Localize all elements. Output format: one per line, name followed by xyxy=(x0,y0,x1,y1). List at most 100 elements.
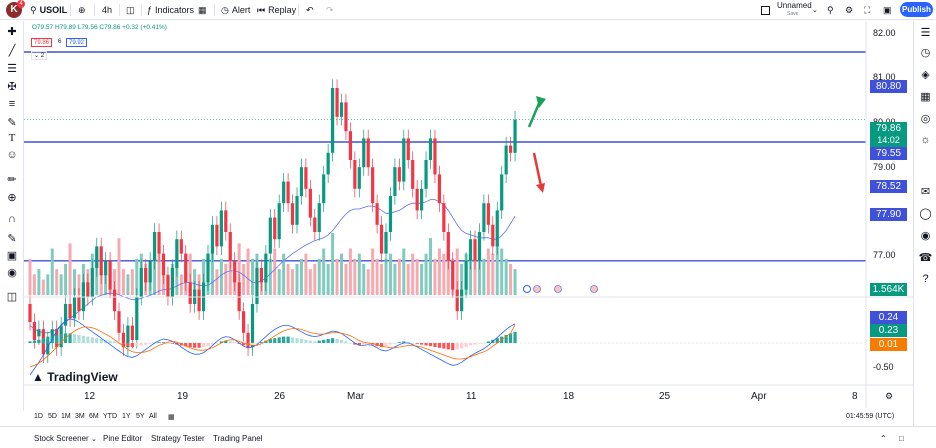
redo-icon: ↷ xyxy=(326,4,334,15)
range-5d[interactable]: 5D xyxy=(48,413,57,420)
candle-body xyxy=(388,196,393,232)
icon-tool[interactable]: ☺ xyxy=(4,148,20,162)
ideas-button[interactable]: ☼ xyxy=(918,133,933,147)
up-arrow-drawing[interactable] xyxy=(527,100,542,128)
level-tag-79-55[interactable]: 79.55 xyxy=(870,147,907,160)
macd-histogram-bar xyxy=(428,343,433,347)
brush-tool[interactable]: ✎ xyxy=(4,115,20,129)
bid-price-box[interactable]: 79.86 xyxy=(31,38,53,47)
pattern-tool[interactable]: ✠ xyxy=(4,79,20,93)
volume-bar xyxy=(268,258,272,295)
calendar-button[interactable]: ◎ xyxy=(918,111,933,125)
lock-tool[interactable]: ▣ xyxy=(4,248,20,262)
alert-button[interactable]: ◷ Alert xyxy=(221,3,250,17)
range-3m[interactable]: 3M xyxy=(75,413,85,420)
layers-button[interactable]: ◈ xyxy=(918,67,933,81)
notifications-button[interactable]: ☎ xyxy=(918,250,933,264)
level-tag-80-80[interactable]: 80.80 xyxy=(870,80,907,93)
flag-us-icon[interactable] xyxy=(590,285,598,293)
indicators-button[interactable]: ƒ Indicators xyxy=(147,3,194,17)
chart-canvas[interactable] xyxy=(0,0,913,408)
range-1y[interactable]: 1Y xyxy=(122,413,131,420)
level-tag-77-90[interactable]: 77.90 xyxy=(870,208,907,221)
utc-clock[interactable]: 01:45:59 (UTC) xyxy=(846,413,895,420)
layouts-button[interactable]: ▦ xyxy=(198,3,207,17)
range-6m[interactable]: 6M xyxy=(89,413,99,420)
hide-tool[interactable]: ◉ xyxy=(4,265,20,279)
macd-histogram-bar xyxy=(477,343,482,344)
fib-tool[interactable]: ☰ xyxy=(4,61,20,75)
brush-icon: ✎ xyxy=(7,116,17,129)
watchlist-button[interactable]: ☰ xyxy=(918,25,933,39)
candle-body xyxy=(264,253,268,283)
fullscreen-button[interactable]: ⛶ xyxy=(864,3,870,17)
candle-body xyxy=(50,329,54,340)
event-marker[interactable] xyxy=(523,285,531,293)
hotlist-button[interactable]: ▦ xyxy=(918,89,933,103)
candle-body xyxy=(500,174,504,211)
tab-strategy-tester[interactable]: Strategy Tester xyxy=(151,434,205,443)
layout-menu-button[interactable]: ⌄ xyxy=(812,3,818,17)
layout-name[interactable]: Unnamed Save xyxy=(777,2,812,18)
quick-search-button[interactable]: ⚲ xyxy=(827,3,834,17)
range-1m[interactable]: 1M xyxy=(61,413,71,420)
signals-button[interactable]: ◉ xyxy=(918,228,933,242)
range-ytd[interactable]: YTD xyxy=(103,413,117,420)
tab-trading-panel[interactable]: Trading Panel xyxy=(213,434,263,443)
snapshot-button[interactable]: ▣ xyxy=(883,3,892,17)
chat-button[interactable]: ✉ xyxy=(918,184,933,198)
redo-button[interactable]: ↷ xyxy=(326,3,334,17)
settings-button[interactable]: ⚙ xyxy=(845,3,853,17)
symbol-search[interactable]: ⚲ USOIL xyxy=(30,3,67,17)
volume-bar xyxy=(32,274,36,295)
magnet-tool[interactable]: ∩ xyxy=(4,212,20,226)
remove-tool[interactable]: ◫ xyxy=(4,289,20,303)
indicators-collapse-button[interactable]: ⌄ 2 xyxy=(31,51,48,60)
go-to-date-button[interactable]: ▦ xyxy=(168,413,175,421)
collapse-panel-button[interactable]: ⌃ xyxy=(880,434,887,443)
candle-body xyxy=(135,296,139,340)
layout-checkbox[interactable] xyxy=(761,3,770,17)
streams-button[interactable]: ◯ xyxy=(918,206,933,220)
forecast-tool[interactable]: ≡ xyxy=(4,97,20,111)
tab-stock-screener[interactable]: Stock Screener ⌄ xyxy=(34,434,97,443)
compare-button[interactable]: ⊕ xyxy=(78,3,86,17)
trend-line-tool[interactable]: ╱ xyxy=(4,43,20,57)
calendar-icon: ▦ xyxy=(168,414,175,421)
macd-histogram-bar xyxy=(513,331,517,343)
down-arrow-drawing[interactable] xyxy=(532,152,543,187)
alerts-button[interactable]: ◷ xyxy=(918,45,933,59)
zoom-tool[interactable]: ⊕ xyxy=(4,190,20,204)
flag-us-icon[interactable] xyxy=(533,285,541,293)
lock-pencil-icon: ✎ xyxy=(7,232,17,245)
axis-settings-button[interactable]: ⚙ xyxy=(885,391,893,402)
macd-histogram-bar xyxy=(148,343,152,344)
interval-button[interactable]: 4h xyxy=(102,3,112,17)
watermark-text: TradingView xyxy=(47,370,118,384)
candle-body xyxy=(72,296,77,319)
price-candles xyxy=(28,79,517,364)
ask-price-box[interactable]: 79.92 xyxy=(66,38,88,47)
measure-tool[interactable]: ✏ xyxy=(4,172,20,186)
zoom-icon: ⊕ xyxy=(7,191,17,204)
range-1d[interactable]: 1D xyxy=(34,413,43,420)
macd-histogram-bar xyxy=(90,337,94,343)
tab-pine-editor[interactable]: Pine Editor xyxy=(103,434,143,443)
checkbox-icon xyxy=(761,5,770,15)
lock-drawings-tool[interactable]: ✎ xyxy=(4,231,20,245)
text-tool[interactable]: T xyxy=(4,131,20,145)
help-button[interactable]: ? xyxy=(918,272,933,286)
flag-us-icon[interactable] xyxy=(554,285,562,293)
replay-button[interactable]: ⏮ Replay xyxy=(257,3,296,17)
undo-button[interactable]: ↶ xyxy=(306,3,314,17)
last-price-tag[interactable]: 79.86 xyxy=(870,122,907,135)
broadcast-icon: ◉ xyxy=(920,229,931,242)
macd-histogram-bar xyxy=(188,343,192,347)
crosshair-tool[interactable]: ✚ xyxy=(4,24,20,38)
chart-type-button[interactable]: ◫ xyxy=(126,3,135,17)
macd-histogram-bar xyxy=(95,338,99,343)
maximize-panel-button[interactable]: □ xyxy=(899,434,904,443)
range-all[interactable]: All xyxy=(149,413,157,420)
range-5y[interactable]: 5Y xyxy=(136,413,145,420)
publish-button[interactable]: Publish xyxy=(900,2,933,17)
